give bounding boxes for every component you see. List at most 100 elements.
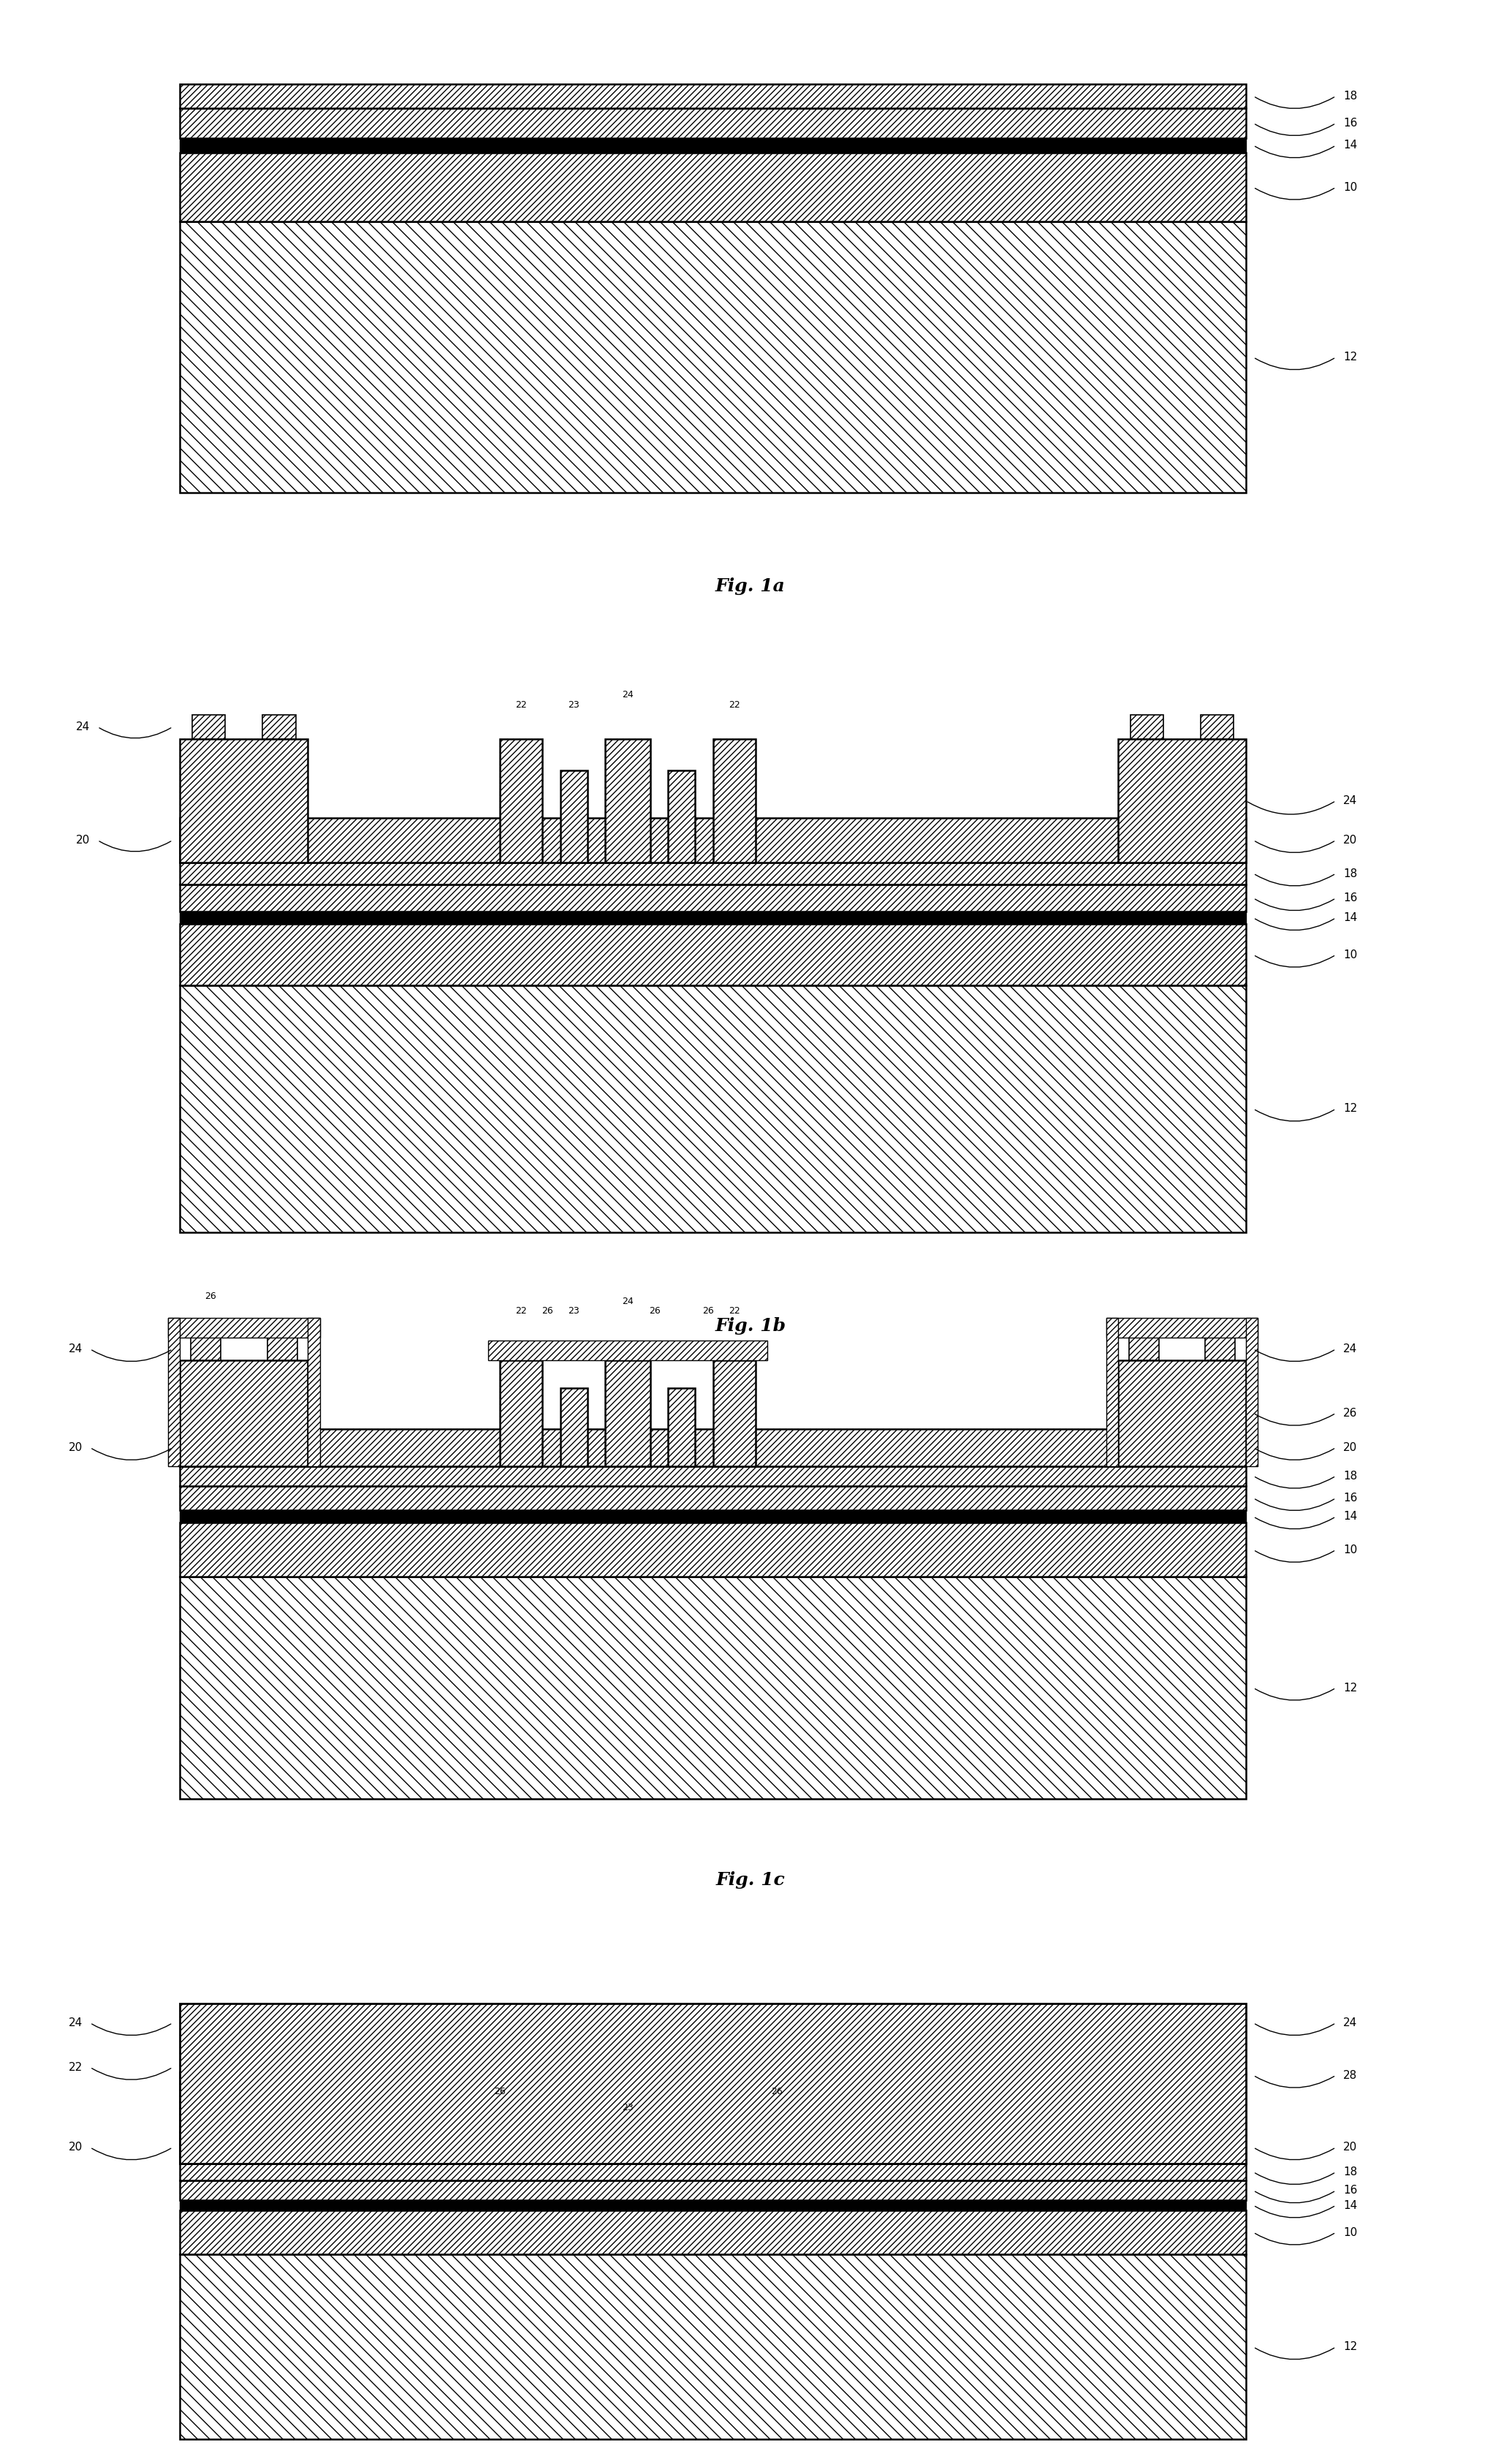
Bar [668, 771, 695, 862]
Bar [1106, 1318, 1258, 1338]
Text: 24: 24 [1343, 1343, 1357, 1355]
Bar [1142, 2053, 1169, 2072]
Text: 20: 20 [69, 1441, 83, 1454]
Bar [191, 1338, 221, 1360]
Text: 26: 26 [648, 1306, 660, 1316]
Bar [180, 84, 1246, 108]
Text: 26: 26 [204, 1291, 216, 1301]
Bar [180, 885, 1246, 912]
Text: 18: 18 [1343, 1471, 1357, 1481]
Bar [180, 222, 1246, 493]
Bar [180, 1360, 308, 1466]
Text: 16: 16 [1343, 892, 1357, 904]
Bar [180, 818, 1246, 862]
Text: Fig. 1a: Fig. 1a [716, 577, 785, 596]
Bar [180, 153, 1246, 222]
Bar [180, 1429, 1246, 1466]
Text: 20: 20 [1343, 2141, 1357, 2154]
Text: 20: 20 [1343, 835, 1357, 845]
Bar [180, 912, 1246, 924]
Text: 14: 14 [1343, 912, 1357, 924]
Bar [1118, 739, 1246, 862]
Bar [180, 2003, 1246, 2163]
Text: 20: 20 [77, 835, 90, 845]
Text: 23: 23 [567, 1306, 579, 1316]
Bar [180, 138, 1246, 153]
Text: 20: 20 [69, 2141, 83, 2154]
Bar [1130, 715, 1163, 739]
Text: 14: 14 [1343, 2200, 1357, 2210]
Bar [180, 108, 1246, 138]
Bar [1246, 1318, 1258, 1466]
Text: 16: 16 [1343, 118, 1357, 128]
Text: 16: 16 [1343, 2186, 1357, 2195]
Bar [180, 739, 308, 862]
Text: 22: 22 [515, 1306, 527, 1316]
Bar [180, 1486, 1246, 1510]
Bar [180, 986, 1246, 1232]
Bar [1210, 2053, 1237, 2072]
Text: 28: 28 [1343, 2070, 1357, 2080]
Text: 12: 12 [1343, 2341, 1357, 2353]
Bar [1205, 1338, 1235, 1360]
Bar [1133, 2072, 1246, 2163]
Text: 10: 10 [1343, 949, 1357, 961]
Bar [180, 1466, 1246, 1486]
Bar [168, 1318, 320, 1338]
Text: 24: 24 [69, 1343, 83, 1355]
Text: 12: 12 [1343, 1104, 1357, 1114]
Bar [500, 739, 542, 862]
Text: 22: 22 [728, 1306, 740, 1316]
Bar [560, 2097, 587, 2163]
Bar [180, 924, 1246, 986]
Text: 26: 26 [1343, 1407, 1357, 1419]
Text: Fig. 1c: Fig. 1c [716, 1870, 785, 1890]
Bar [180, 1523, 1246, 1577]
Bar [713, 1360, 755, 1466]
Bar [180, 2181, 1246, 2200]
Bar [180, 2131, 1246, 2163]
Text: 26: 26 [542, 1306, 554, 1316]
Text: 26: 26 [702, 1306, 714, 1316]
Text: 24: 24 [1343, 2018, 1357, 2028]
Bar [1118, 1360, 1246, 1466]
Text: 26: 26 [772, 2087, 782, 2097]
Bar [180, 2072, 293, 2163]
Text: 24: 24 [69, 2018, 83, 2028]
Text: 22: 22 [515, 700, 527, 710]
Text: 23: 23 [567, 700, 579, 710]
Text: 24: 24 [621, 690, 633, 700]
Text: 12: 12 [1343, 1683, 1357, 1693]
Bar [668, 2097, 695, 2163]
Bar [180, 1577, 1246, 1799]
Bar [267, 1338, 297, 1360]
Bar [560, 771, 587, 862]
Text: 23: 23 [621, 2102, 633, 2112]
Text: 10: 10 [1343, 2227, 1357, 2237]
Text: 18: 18 [1343, 867, 1357, 880]
Bar [257, 2053, 284, 2072]
Text: 22: 22 [728, 700, 740, 710]
Bar [189, 2053, 216, 2072]
Text: 12: 12 [1343, 352, 1357, 362]
Bar [180, 1510, 1246, 1523]
Text: 14: 14 [1343, 140, 1357, 150]
Text: 16: 16 [1343, 1493, 1357, 1503]
Bar [713, 2072, 755, 2163]
Bar [713, 739, 755, 862]
Bar [180, 862, 1246, 885]
Bar [488, 1340, 767, 1360]
Text: 10: 10 [1343, 1545, 1357, 1555]
Bar [308, 1318, 320, 1466]
Bar [605, 2072, 650, 2163]
Text: 18: 18 [1343, 2166, 1357, 2178]
Text: 24: 24 [621, 1296, 633, 1306]
Text: 24: 24 [77, 722, 90, 732]
Text: 18: 18 [1343, 91, 1357, 101]
Text: 20: 20 [1343, 1441, 1357, 1454]
Bar [1129, 1338, 1159, 1360]
Bar [192, 715, 225, 739]
Bar [668, 1387, 695, 1466]
Bar [560, 1387, 587, 1466]
Text: 24: 24 [1343, 796, 1357, 806]
